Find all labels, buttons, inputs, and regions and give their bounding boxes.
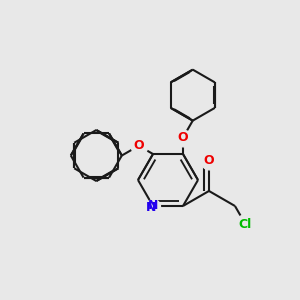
Text: O: O [204, 154, 214, 167]
Text: O: O [134, 139, 144, 152]
Text: N: N [146, 201, 157, 214]
Text: O: O [178, 131, 188, 144]
Text: N: N [148, 200, 158, 212]
Text: Cl: Cl [239, 218, 252, 231]
